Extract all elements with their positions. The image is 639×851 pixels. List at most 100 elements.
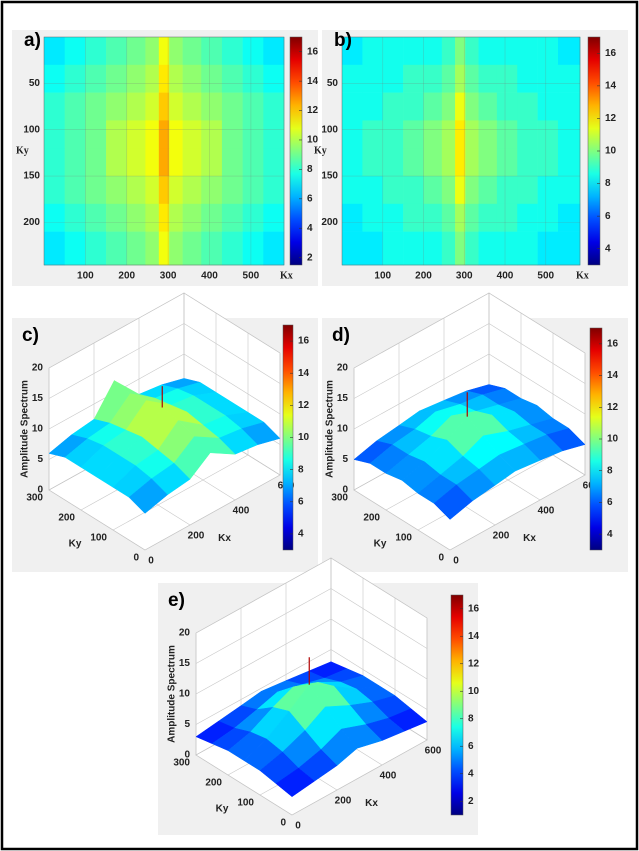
colorbar-tick-label: 4 [307,223,313,234]
heatmap-cell [201,176,223,205]
heatmap-cell [169,231,183,266]
heatmap-cell [423,120,443,149]
heatmap-cell [496,231,518,266]
grid-line [488,323,586,384]
heatmap-cell [126,148,146,177]
y-axis-label: Ky [216,804,229,815]
colorbar [450,594,464,816]
y-tick-label: 150 [321,171,338,182]
y-tick-label: 0 [280,818,286,829]
heatmap-cell [465,120,479,149]
z-tick-label: 15 [32,393,44,404]
grid-line [353,353,490,430]
colorbar-tick-label: 8 [605,178,611,189]
surface-patch [433,484,473,520]
heatmap-cell [158,92,170,121]
colorbar-tick-label: 16 [607,338,619,349]
grid-line [449,474,586,551]
heatmap-cell [403,231,424,266]
heatmap-cell [517,120,538,149]
grid-line [48,323,185,399]
heatmap-cell [182,203,202,232]
heatmap-cell [496,37,518,66]
x-tick-label: 300 [160,271,177,282]
heatmap-cell [182,148,202,177]
heatmap-cell [362,203,384,232]
heatmap-cell [342,120,363,149]
heatmap-cell [126,37,146,66]
heatmap-cell [221,92,243,121]
y-tick-label: 0 [133,553,139,564]
heatmap-cell [182,64,202,93]
heatmap-cell [169,148,183,177]
heatmap-cell [423,64,443,93]
heatmap-cell [221,176,243,205]
panel-label: e) [168,590,185,611]
plot-frame [43,36,285,266]
heatmap-cell [106,203,128,232]
heatmap-cell [158,37,170,66]
heatmap-cell [64,120,86,149]
heatmap-cell [126,176,146,205]
heatmap-cell [557,37,581,66]
heatmap-cell [85,231,107,266]
heatmap-cell [382,231,404,266]
y-tick-label: 200 [23,217,40,228]
heatmap-cell [44,92,65,121]
heatmap-cell [465,92,479,121]
colorbar-tick-label: 10 [298,432,310,443]
heatmap-cell [126,64,146,93]
heatmap-cell [557,92,581,121]
x-tick-label: 100 [374,271,391,282]
heatmap-cell [382,203,404,232]
y-tick-label: 100 [237,798,254,809]
y-tick-label: 100 [321,124,338,135]
heatmap-cell [221,231,243,266]
heatmap-cell [441,176,456,205]
heatmap-cell [455,92,466,121]
grid-line [112,454,249,531]
colorbar-tick-label: 4 [468,768,474,779]
heatmap-cell [441,92,456,121]
x-tick-label: 200 [118,271,135,282]
x-tick-label: 200 [335,796,352,807]
heatmap-cell [441,64,456,93]
heatmap-cell [182,120,202,149]
y-axis-label: Ky [374,539,387,550]
y-tick-label: 300 [331,493,348,504]
heatmap-cell [242,176,264,205]
grid-line [48,292,185,369]
heatmap-cell [64,203,86,232]
heatmap-cell [126,92,146,121]
y-tick-label: 200 [58,513,75,524]
heatmap-cell [158,231,170,266]
heatmap-cell [441,148,456,177]
heatmap-cell [201,92,223,121]
heatmap-cell [423,203,443,232]
heatmap-cell [496,148,518,177]
heatmap-cell [242,64,264,93]
heatmap-cell [242,203,264,232]
heatmap-cell [557,64,581,93]
panel-label: c) [22,325,39,346]
heatmap-cell [557,203,581,232]
heatmap-cell [517,231,538,266]
colorbar-tick-label: 2 [307,252,313,263]
heatmap-cell [423,176,443,205]
x-axis-label: Kx [523,533,536,544]
heatmap-cell [242,120,264,149]
heatmap-cell [382,176,404,205]
heatmap-cell [537,37,559,66]
heatmap-cell [64,64,86,93]
colorbar-tick-label: 8 [307,164,313,175]
heatmap-cell [169,203,183,232]
heatmap-cell [44,148,65,177]
heatmap-cell [263,120,285,149]
heatmap-cell [44,120,65,149]
heatmap-cell [201,231,223,266]
heatmap-cell [478,148,498,177]
heatmap-cell [85,37,107,66]
heatmap-cell [403,120,424,149]
plot-frame [341,36,581,266]
colorbar-tick-label: 10 [607,434,619,445]
